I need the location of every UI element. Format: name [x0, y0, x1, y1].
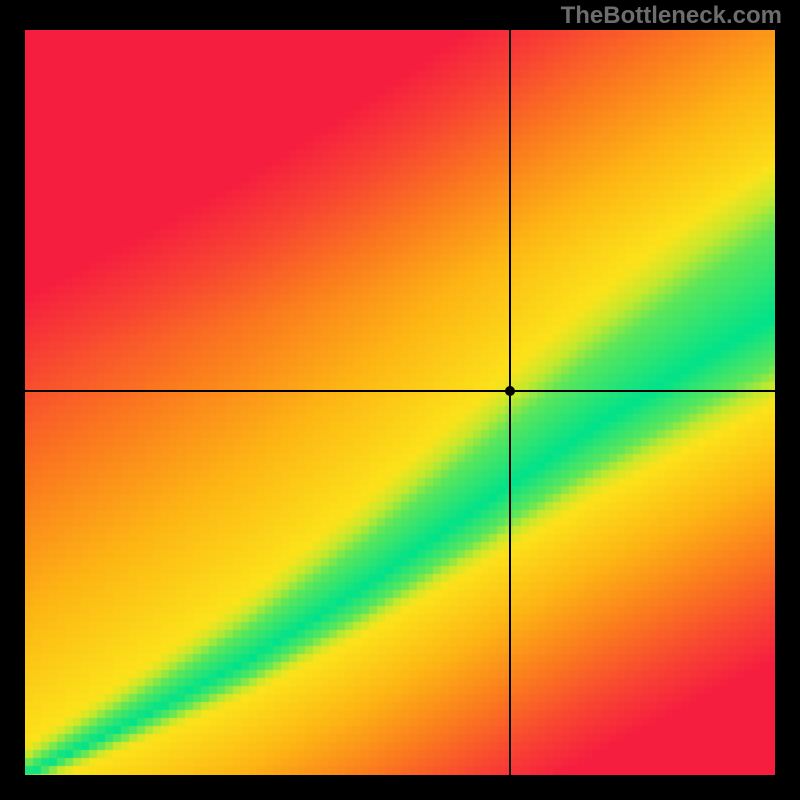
- crosshair-horizontal: [25, 390, 775, 392]
- plot-area: [25, 30, 775, 775]
- heatmap-canvas: [25, 30, 775, 775]
- crosshair-vertical: [509, 30, 511, 775]
- watermark-text: TheBottleneck.com: [561, 2, 782, 30]
